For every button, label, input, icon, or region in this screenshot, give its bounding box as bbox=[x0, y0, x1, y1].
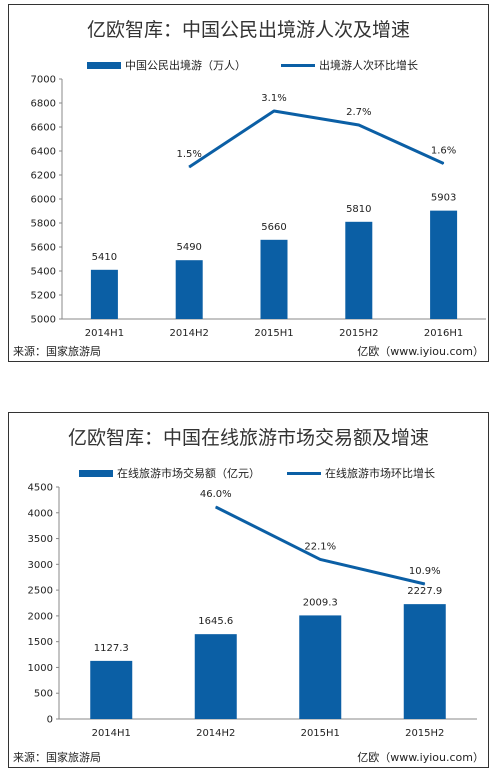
y-tick-label: 6200 bbox=[31, 171, 56, 182]
legend-bar-swatch bbox=[79, 469, 113, 477]
bar-value-label: 1127.3 bbox=[94, 643, 129, 654]
growth-value-label: 10.9% bbox=[409, 566, 441, 577]
y-tick-label: 5800 bbox=[31, 219, 56, 230]
y-tick-label: 1000 bbox=[28, 663, 53, 674]
growth-value-label: 3.1% bbox=[261, 93, 286, 104]
x-tick-label: 2014H1 bbox=[85, 328, 124, 339]
legend-line-swatch bbox=[281, 63, 315, 67]
y-tick-label: 5400 bbox=[31, 267, 56, 278]
y-tick-label: 0 bbox=[47, 715, 53, 726]
growth-point bbox=[443, 163, 445, 164]
chart-title: 亿欧智库：中国公民出境游人次及增速 bbox=[86, 19, 410, 41]
growth-point bbox=[273, 110, 275, 112]
legend-bar-label: 在线旅游市场交易额（亿元） bbox=[117, 467, 260, 480]
source-note: 来源：国家旅游局 bbox=[13, 751, 101, 764]
y-tick-label: 6600 bbox=[31, 123, 56, 134]
legend-item-line: 在线旅游市场环比增长 bbox=[287, 465, 435, 481]
growth-value-label: 46.0% bbox=[200, 489, 232, 500]
credit-note: 亿欧（www.iyiou.com） bbox=[357, 345, 484, 358]
legend-bar-label: 中国公民出境游（万人） bbox=[125, 59, 246, 72]
bar-value-label: 5660 bbox=[261, 222, 286, 233]
x-tick-label: 2015H1 bbox=[254, 328, 293, 339]
bar bbox=[90, 269, 118, 319]
x-tick-label: 2014H2 bbox=[170, 328, 209, 339]
growth-line bbox=[188, 109, 445, 169]
growth-point bbox=[424, 583, 426, 585]
bar bbox=[260, 239, 288, 319]
bar-value-label: 1645.6 bbox=[198, 616, 233, 627]
chart-plot-outbound: 5000 5200 5400 5600 5800 6000 6200 6400 6600 6800… bbox=[31, 75, 486, 339]
bar bbox=[403, 604, 446, 719]
chart-panel-outbound: 亿欧智库：中国公民出境游人次及增速 中国公民出境游（万人） 出境游人次环比增长 … bbox=[8, 4, 489, 362]
bar bbox=[194, 634, 237, 719]
y-tick-label: 6000 bbox=[31, 195, 56, 206]
x-tick-label: 2015H2 bbox=[405, 728, 444, 739]
y-tick-label: 6400 bbox=[31, 147, 56, 158]
legend-bar-swatch bbox=[87, 61, 121, 69]
x-tick-label: 2014H1 bbox=[92, 728, 131, 739]
growth-point bbox=[319, 558, 321, 560]
y-tick-label: 3000 bbox=[28, 560, 53, 571]
y-tick-label: 4000 bbox=[28, 508, 53, 519]
legend-item-bar: 在线旅游市场交易额（亿元） bbox=[79, 465, 260, 481]
legend-item-bar: 中国公民出境游（万人） bbox=[87, 57, 246, 73]
y-tick-label: 4500 bbox=[28, 483, 53, 494]
bar-value-label: 5810 bbox=[346, 204, 371, 215]
growth-value-label: 1.5% bbox=[176, 149, 201, 160]
bar bbox=[175, 260, 203, 319]
bar bbox=[90, 660, 133, 719]
y-tick-label: 1500 bbox=[28, 637, 53, 648]
y-tick-label: 7000 bbox=[31, 75, 56, 86]
growth-value-label: 22.1% bbox=[304, 541, 336, 552]
chart-plot-online-travel: 0 500 1000 1500 2000 2500 3000 3500 4000 4500 1127… bbox=[28, 483, 477, 739]
bar bbox=[345, 221, 373, 319]
growth-point bbox=[188, 166, 190, 168]
x-tick-label: 2016H1 bbox=[424, 328, 463, 339]
y-tick-label: 5000 bbox=[31, 315, 56, 326]
bar-value-label: 2227.9 bbox=[407, 586, 442, 597]
growth-value-label: 1.6% bbox=[431, 146, 456, 157]
legend-line-swatch bbox=[287, 471, 321, 475]
y-tick-label: 5600 bbox=[31, 243, 56, 254]
credit-note: 亿欧（www.iyiou.com） bbox=[357, 751, 484, 764]
source-note: 来源：国家旅游局 bbox=[13, 345, 101, 358]
legend-line-label: 在线旅游市场环比增长 bbox=[325, 467, 435, 480]
y-tick-label: 500 bbox=[34, 689, 53, 700]
bar bbox=[430, 210, 458, 319]
legend-line-label: 出境游人次环比增长 bbox=[319, 59, 418, 72]
y-tick-label: 5200 bbox=[31, 291, 56, 302]
y-tick-label: 6800 bbox=[31, 99, 56, 110]
x-tick-label: 2014H2 bbox=[196, 728, 235, 739]
y-tick-label: 3500 bbox=[28, 534, 53, 545]
chart-title: 亿欧智库：中国在线旅游市场交易额及增速 bbox=[67, 427, 429, 449]
x-tick-label: 2015H1 bbox=[301, 728, 340, 739]
bar-value-label: 5410 bbox=[92, 252, 117, 263]
bar-value-label: 5903 bbox=[431, 193, 456, 204]
growth-point bbox=[215, 506, 217, 508]
bar bbox=[299, 615, 342, 719]
x-tick-label: 2015H2 bbox=[339, 328, 378, 339]
bar-value-label: 2009.3 bbox=[303, 597, 338, 608]
bar-value-label: 5490 bbox=[176, 242, 201, 253]
chart-panel-online-travel: 亿欧智库：中国在线旅游市场交易额及增速 在线旅游市场交易额（亿元） 在线旅游市场… bbox=[8, 412, 489, 768]
y-tick-label: 2500 bbox=[28, 586, 53, 597]
growth-point bbox=[358, 124, 360, 126]
legend-item-line: 出境游人次环比增长 bbox=[281, 57, 418, 73]
y-tick-label: 2000 bbox=[28, 611, 53, 622]
growth-value-label: 2.7% bbox=[346, 107, 371, 118]
